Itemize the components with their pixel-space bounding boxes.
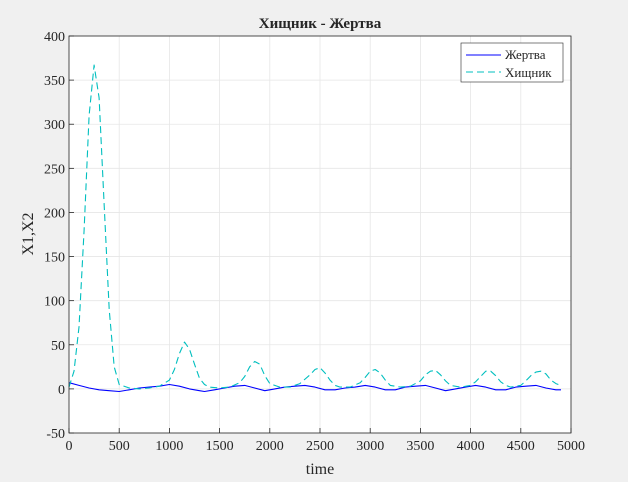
y-tick-label: -50	[46, 427, 65, 442]
legend: Жертва Хищник	[460, 42, 564, 83]
y-tick-label: 350	[44, 74, 65, 89]
x-tick-label: 3500	[406, 439, 434, 454]
x-tick-label: 4500	[507, 439, 535, 454]
ticks: 0 500 1000 1500 2000 2500 3000 3500 4000 4500 5000…	[44, 30, 585, 454]
x-tick-label: 5000	[557, 439, 585, 454]
x-tick-label: 4000	[457, 439, 485, 454]
x-tick-label: 500	[109, 439, 130, 454]
x-axis-label: time	[306, 461, 334, 478]
y-tick-label: 300	[44, 118, 65, 133]
y-tick-label: 0	[58, 383, 65, 398]
y-tick-label: 250	[44, 162, 65, 177]
chart-title: Хищник - Жертва	[259, 16, 382, 32]
legend-box	[460, 42, 564, 83]
legend-label-prey: Жертва	[505, 47, 546, 62]
series-line-prey	[68, 382, 561, 393]
y-tick-label: 200	[44, 206, 65, 221]
series-line-predator	[68, 64, 562, 390]
x-tick-label: 1500	[206, 439, 234, 454]
y-axis-label: X1,X2	[20, 212, 37, 255]
x-tick-label: 3000	[356, 439, 384, 454]
y-tick-label: 50	[51, 339, 65, 354]
x-tick-label: 2000	[256, 439, 284, 454]
y-tick-label: 100	[44, 295, 65, 310]
x-tick-label: 1000	[155, 439, 183, 454]
legend-label-predator: Хищник	[505, 65, 552, 80]
y-tick-label: 400	[44, 30, 65, 45]
x-tick-label: 0	[66, 439, 73, 454]
series-layer	[68, 64, 562, 393]
y-tick-label: 150	[44, 251, 65, 266]
x-tick-label: 2500	[306, 439, 334, 454]
